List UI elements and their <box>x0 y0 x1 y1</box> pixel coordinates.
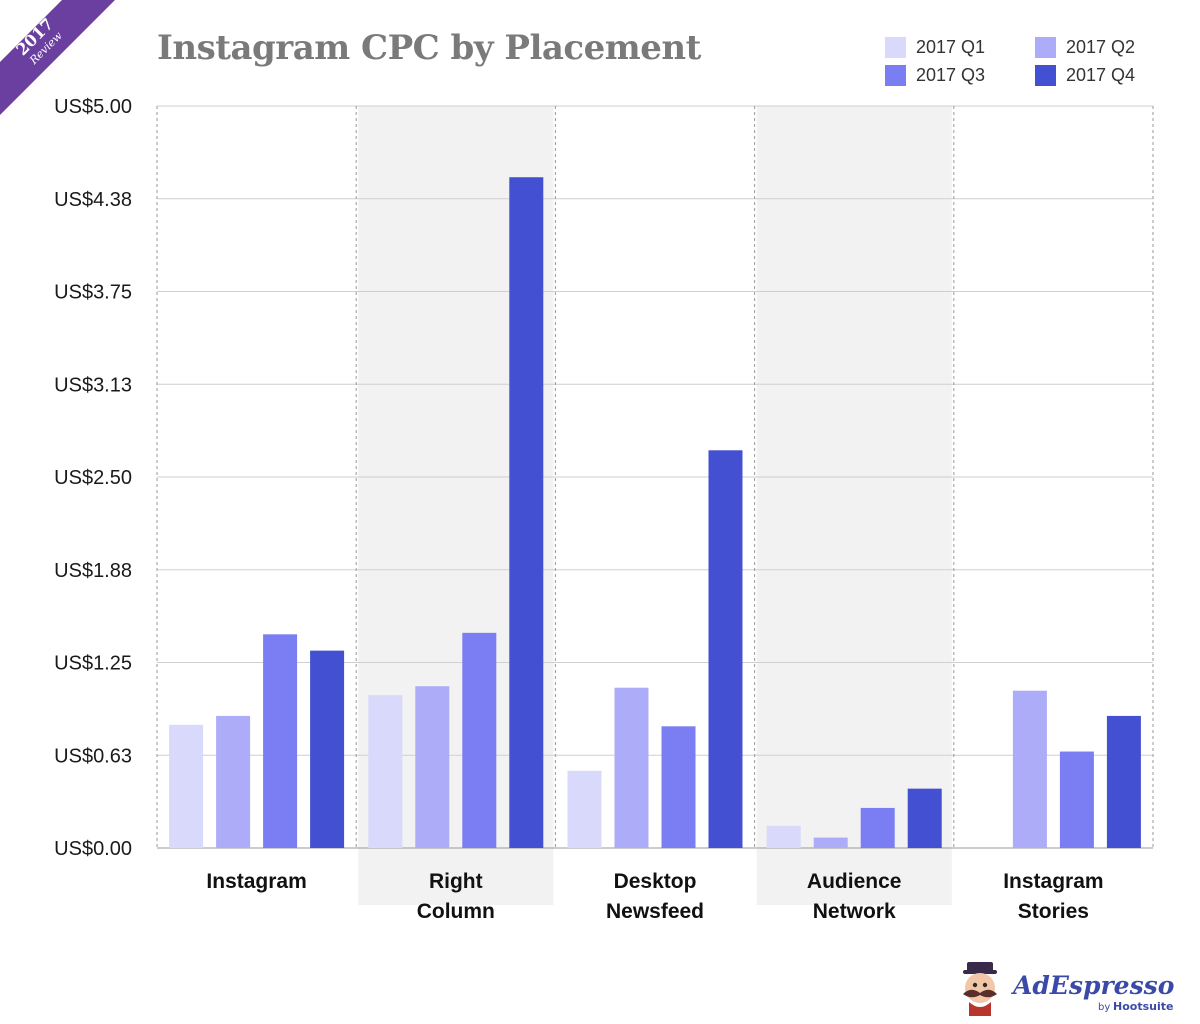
chart-title: Instagram CPC by Placement <box>157 28 701 68</box>
y-tick-label: US$0.00 <box>54 838 132 860</box>
bar-2017-q4 <box>1106 715 1141 848</box>
bar-2017-q3 <box>462 632 497 848</box>
x-category-label: Audience Network <box>807 870 902 923</box>
y-tick-label: US$1.88 <box>54 560 132 582</box>
legend-item: 2017 Q3 <box>885 63 985 87</box>
bar-2017-q3 <box>1059 751 1094 848</box>
bar-2017-q4 <box>509 177 544 848</box>
x-category-label: Right Column <box>417 870 495 923</box>
bar-2017-q2 <box>614 687 649 848</box>
bar-2017-q3 <box>860 807 895 848</box>
brand-name: AdEspresso <box>1011 971 1174 1000</box>
bar-2017-q4 <box>708 450 743 848</box>
bar-2017-q3 <box>661 726 696 848</box>
brand-by: by <box>1098 1002 1110 1013</box>
x-category-label-line: Right <box>429 870 483 893</box>
y-tick-label: US$1.25 <box>54 653 132 675</box>
legend-swatch <box>1035 64 1056 86</box>
x-category-label-line: Audience <box>807 870 902 893</box>
bar-2017-q1 <box>766 825 801 848</box>
x-category-label-line: Column <box>417 900 495 923</box>
legend-swatch <box>885 36 906 58</box>
legend-label: 2017 Q2 <box>1066 36 1136 57</box>
year-ribbon: 2017 Review <box>0 0 140 140</box>
adespresso-logo: AdEspresso by Hootsuite <box>955 958 1185 1018</box>
mascot-icon <box>963 962 997 1016</box>
x-category-label-line: Network <box>813 900 896 923</box>
legend-label: 2017 Q3 <box>916 64 986 85</box>
x-category-label-line: Stories <box>1018 900 1089 923</box>
bar-2017-q4 <box>907 788 942 848</box>
bar-2017-q3 <box>263 634 298 848</box>
brand-parent: Hootsuite <box>1113 1000 1173 1013</box>
bar-2017-q1 <box>567 770 602 848</box>
y-tick-label: US$2.50 <box>54 467 132 489</box>
y-tick-label: US$0.63 <box>54 745 132 767</box>
bar-2017-q2 <box>415 686 450 848</box>
x-category-label: Desktop Newsfeed <box>606 870 704 923</box>
x-category-label-line: Instagram <box>1003 870 1103 893</box>
y-tick-label: US$5.00 <box>54 96 132 118</box>
x-category-label-line: Instagram <box>206 870 306 893</box>
x-category-label-line: Newsfeed <box>606 900 704 923</box>
category-band <box>756 106 952 905</box>
y-tick-label: US$3.13 <box>54 374 132 396</box>
legend-label: 2017 Q4 <box>1066 64 1136 85</box>
bar-2017-q4 <box>310 650 345 848</box>
legend-item: 2017 Q1 <box>885 35 985 59</box>
x-category-label: Instagram <box>206 870 306 893</box>
y-tick-label: US$4.38 <box>54 189 132 211</box>
x-category-label: Instagram Stories <box>1003 870 1103 923</box>
bar-2017-q2 <box>216 715 251 848</box>
legend-swatch <box>1035 36 1056 58</box>
legend-item: 2017 Q2 <box>1035 35 1135 59</box>
y-tick-label: US$3.75 <box>54 282 132 304</box>
bar-2017-q2 <box>1012 690 1047 848</box>
legend-item: 2017 Q4 <box>1035 63 1135 87</box>
x-category-label-line: Desktop <box>614 870 697 893</box>
bar-2017-q1 <box>169 724 204 848</box>
bar-2017-q2 <box>813 837 848 848</box>
bar-2017-q1 <box>368 695 403 848</box>
legend-label: 2017 Q1 <box>916 36 986 57</box>
legend-swatch <box>885 64 906 86</box>
